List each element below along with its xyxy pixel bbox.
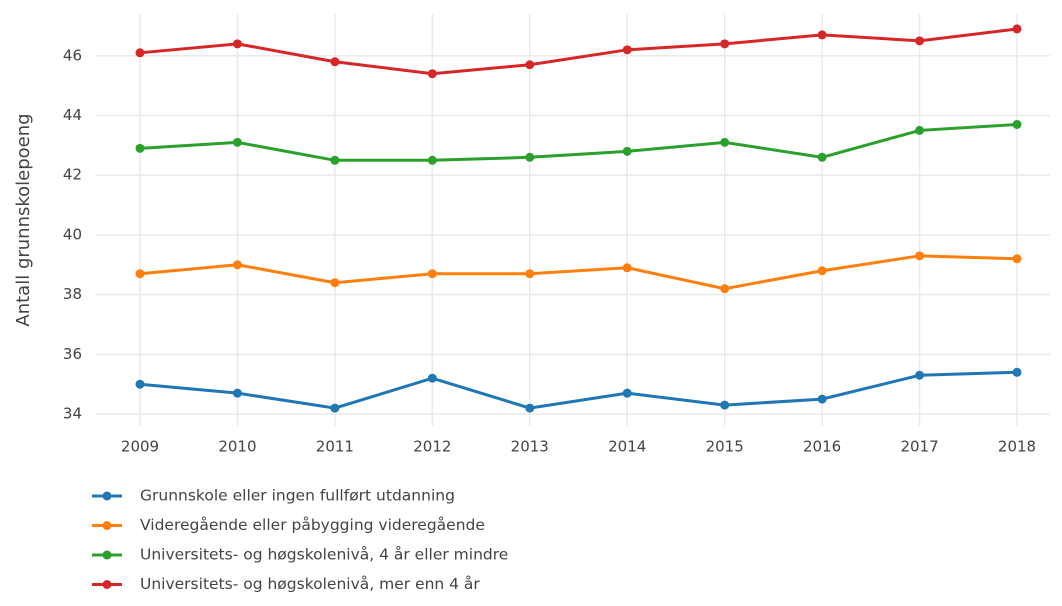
data-point [720, 137, 730, 147]
data-point [427, 373, 437, 383]
data-point [915, 370, 925, 380]
data-point [1012, 254, 1022, 264]
legend-label: Grunnskole eller ingen fullført utdannin… [140, 487, 455, 505]
y-tick-label: 34 [63, 405, 82, 423]
y-axis-label: Antall grunnskolepoeng [13, 113, 34, 326]
data-point [622, 45, 632, 55]
y-tick-label: 46 [63, 46, 82, 64]
y-tick-label: 44 [63, 106, 82, 124]
data-point [525, 269, 535, 279]
data-point [915, 251, 925, 261]
data-point [622, 388, 632, 398]
y-tick-label: 38 [63, 285, 82, 303]
data-point [135, 48, 145, 58]
data-point [232, 388, 242, 398]
x-tick-label: 2014 [608, 438, 646, 456]
data-point [817, 266, 827, 276]
x-tick-label: 2015 [706, 438, 744, 456]
x-tick-label: 2012 [413, 438, 451, 456]
y-tick-label: 36 [63, 345, 82, 363]
data-point [330, 403, 340, 413]
x-tick-label: 2016 [803, 438, 841, 456]
data-point [720, 284, 730, 294]
y-tick-label: 40 [63, 225, 82, 243]
legend-label: Universitets- og høgskolenivå, mer enn 4… [140, 575, 480, 593]
legend-swatch-dot [102, 521, 112, 530]
data-point [1012, 119, 1022, 129]
series-line [139, 370, 1018, 410]
data-point [720, 39, 730, 49]
data-point [232, 137, 242, 147]
series-line [139, 254, 1018, 291]
data-point [427, 69, 437, 79]
y-tick-label: 42 [63, 166, 82, 184]
data-point [135, 143, 145, 153]
x-tick-label: 2010 [218, 438, 256, 456]
data-point [915, 125, 925, 135]
series-line [139, 27, 1018, 76]
data-point [330, 278, 340, 288]
data-point [817, 30, 827, 40]
data-point [135, 379, 145, 389]
legend-swatch-dot [102, 491, 112, 501]
x-tick-label: 2017 [900, 438, 938, 456]
data-point [915, 36, 925, 46]
x-tick-label: 2018 [998, 438, 1036, 456]
data-point [427, 155, 437, 165]
legend-swatch-dot [102, 580, 112, 589]
data-point [525, 403, 535, 413]
data-point [525, 60, 535, 70]
legend-swatch-dot [102, 550, 112, 560]
data-point [817, 394, 827, 404]
x-tick-label: 2013 [511, 438, 549, 456]
data-point [135, 269, 145, 279]
legend-label: Videregående eller påbygging videregåend… [140, 516, 485, 534]
data-point [720, 400, 730, 410]
data-point [330, 57, 340, 67]
data-point [622, 146, 632, 156]
data-point [232, 260, 242, 270]
x-tick-label: 2011 [316, 438, 354, 456]
x-tick-label: 2009 [121, 438, 159, 456]
data-point [1012, 367, 1022, 377]
data-point [427, 269, 437, 279]
data-point [330, 155, 340, 165]
data-point [622, 263, 632, 273]
series-line [139, 122, 1018, 162]
data-point [232, 39, 242, 49]
data-point [525, 152, 535, 162]
data-point [817, 152, 827, 162]
legend-label: Universitets- og høgskolenivå, 4 år elle… [140, 546, 508, 564]
data-point [1012, 24, 1022, 34]
